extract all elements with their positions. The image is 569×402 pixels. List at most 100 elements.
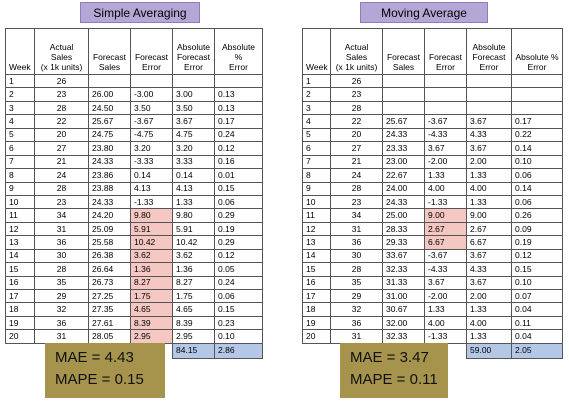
table-cell <box>382 87 425 102</box>
table-row: 12 31 25.09 5.91 5.91 0.19 <box>5 221 263 237</box>
table-cell: 30 <box>34 248 89 264</box>
table-cell <box>466 100 512 116</box>
table-cell: 3.67 <box>172 114 215 129</box>
summary-line: MAE = 3.47 <box>350 349 429 366</box>
table-cell: 1.33 <box>466 168 512 183</box>
table-cell: 0.12 <box>511 248 563 264</box>
table-cell: 0.09 <box>511 221 563 237</box>
table-cell: 22 <box>34 114 89 129</box>
table-row: 13 36 25.58 10.42 10.42 0.29 <box>5 235 263 250</box>
table-cell: 14 <box>302 248 331 264</box>
table-cell: 3.50 <box>130 100 173 116</box>
table-cell: 28 <box>330 100 383 116</box>
table-cell: 0.29 <box>214 208 263 223</box>
table-row: 20 31 32.33 -1.33 1.33 0.04 <box>302 329 563 344</box>
table-cell: 31.33 <box>382 275 425 291</box>
header-cell: Week <box>5 28 35 75</box>
data-table: Week Actual Sales (x 1k units) Forecast Sa… <box>5 28 263 359</box>
table-cell: 2 <box>302 87 331 102</box>
table-row: 10 23 24.33 -1.33 1.33 0.06 <box>302 194 563 210</box>
table-cell: -3.67 <box>424 248 467 264</box>
table-row: 16 35 26.73 8.27 8.27 0.24 <box>5 275 263 291</box>
table-cell: 3.50 <box>172 100 215 116</box>
table-cell: 8.39 <box>172 315 215 331</box>
table-cell <box>172 73 215 89</box>
table-cell: 0.19 <box>214 221 263 237</box>
table-cell: 8 <box>302 168 331 183</box>
table-cell: 24.20 <box>88 208 131 223</box>
table-cell: 24.75 <box>88 127 131 143</box>
header-cell: Week <box>302 28 331 75</box>
table-cell: 3 <box>5 100 35 116</box>
table-cell: 24.33 <box>88 154 131 170</box>
summary-box: MAE = 3.47 MAPE = 0.11 <box>340 343 448 398</box>
table-cell: 26.00 <box>88 87 131 102</box>
table-cell: 24.33 <box>382 194 425 210</box>
table-cell: 0.13 <box>214 87 263 102</box>
table-cell: 26 <box>34 73 89 89</box>
table-cell: 8.27 <box>130 275 173 291</box>
table-cell: 4.65 <box>172 302 215 317</box>
table-row: 14 30 26.38 3.62 3.62 0.12 <box>5 248 263 264</box>
table-cell: 9.80 <box>130 208 173 223</box>
table-cell: 0.11 <box>511 315 563 331</box>
table-cell: 28 <box>34 262 89 277</box>
table-cell <box>424 73 467 89</box>
table-cell: 24 <box>34 168 89 183</box>
summary-line: MAPE = 0.11 <box>350 371 438 388</box>
header-cell: Actual Sales (x 1k units) <box>34 28 89 75</box>
table-cell: 11 <box>302 208 331 223</box>
table-cell: 18 <box>302 302 331 317</box>
header-cell: Absolute Forecast Error <box>172 28 215 75</box>
summary-line: MAE = 4.43 <box>55 349 134 366</box>
table-cell: 1.75 <box>130 288 173 304</box>
table-cell: 10 <box>302 194 331 210</box>
table-cell: -4.33 <box>424 127 467 143</box>
table-cell: 0.04 <box>511 329 563 344</box>
table-row: 9 28 24.00 4.00 4.00 0.14 <box>302 181 563 196</box>
table-cell: 3.67 <box>466 275 512 291</box>
table-row: 18 32 27.35 4.65 4.65 0.15 <box>5 302 263 317</box>
table-cell: 4.13 <box>172 181 215 196</box>
table-cell: 1.33 <box>466 329 512 344</box>
table-cell: 0.10 <box>511 275 563 291</box>
table-row: 14 30 33.67 -3.67 3.67 0.12 <box>302 248 563 264</box>
table-cell: 0.14 <box>172 168 215 183</box>
table-cell: 3.67 <box>424 275 467 291</box>
table-cell: 36 <box>34 235 89 250</box>
table-cell: 5.91 <box>172 221 215 237</box>
table-cell <box>466 73 512 89</box>
table-cell: 9 <box>302 181 331 196</box>
table-cell: 26 <box>330 73 383 89</box>
table-cell: 0.13 <box>214 100 263 116</box>
table-cell: 11 <box>5 208 35 223</box>
table-cell: 3.20 <box>130 141 173 156</box>
table-cell: 19 <box>5 315 35 331</box>
table-cell: 28 <box>330 181 383 196</box>
table-cell <box>214 73 263 89</box>
table-cell: -1.33 <box>424 329 467 344</box>
table-row: 12 31 28.33 2.67 2.67 0.09 <box>302 221 563 237</box>
table-cell: 27 <box>330 141 383 156</box>
table-row: 8 24 23.86 0.14 0.14 0.01 <box>5 168 263 183</box>
table-cell: 8.27 <box>172 275 215 291</box>
table-row: 1 26 <box>5 73 263 89</box>
table-cell: 17 <box>302 288 331 304</box>
table-cell: 4 <box>5 114 35 129</box>
total-cell: 2.86 <box>214 342 263 359</box>
table-cell: 3.67 <box>466 141 512 156</box>
table-row: 8 24 22.67 1.33 1.33 0.06 <box>302 168 563 183</box>
table-cell: 16 <box>302 275 331 291</box>
table-cell: 29.33 <box>382 235 425 250</box>
table-row: 17 29 27.25 1.75 1.75 0.06 <box>5 288 263 304</box>
table-cell: 32.33 <box>382 329 425 344</box>
summary-line: MAPE = 0.15 <box>55 371 144 388</box>
table-cell: 0.26 <box>511 208 563 223</box>
table-cell: 36 <box>34 315 89 331</box>
table-cell <box>511 73 563 89</box>
table-title: Moving Average <box>360 2 488 23</box>
table-row: 10 23 24.33 -1.33 1.33 0.06 <box>5 194 263 210</box>
table-cell: 1.33 <box>466 194 512 210</box>
table-cell: -3.67 <box>424 114 467 129</box>
table-row: 9 28 23.88 4.13 4.13 0.15 <box>5 181 263 196</box>
